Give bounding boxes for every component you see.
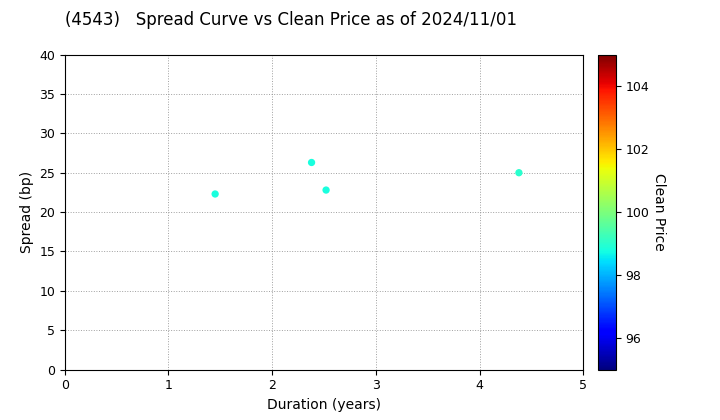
- Point: [513, 169, 525, 176]
- Text: (4543)   Spread Curve vs Clean Price as of 2024/11/01: (4543) Spread Curve vs Clean Price as of…: [65, 11, 517, 29]
- Y-axis label: Spread (bp): Spread (bp): [19, 171, 34, 253]
- Point: [210, 191, 221, 197]
- Y-axis label: Clean Price: Clean Price: [652, 173, 666, 251]
- X-axis label: Duration (years): Duration (years): [267, 398, 381, 412]
- Point: [306, 159, 318, 166]
- Point: [320, 186, 332, 193]
